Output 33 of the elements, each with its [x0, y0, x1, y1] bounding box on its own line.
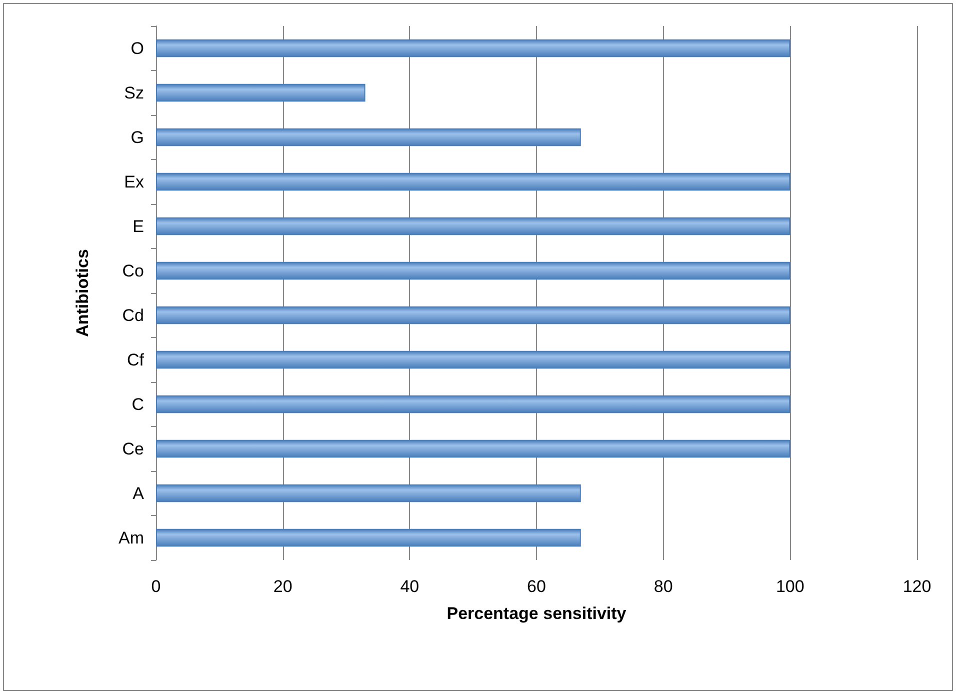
y-tick-label: G	[130, 128, 144, 147]
y-tick-label: A	[132, 484, 145, 503]
y-tick-label: Ce	[122, 439, 144, 458]
bar	[156, 306, 790, 324]
bar	[156, 528, 581, 547]
x-tick-label: 80	[654, 577, 673, 596]
bar	[156, 395, 790, 414]
y-tick-label: E	[132, 216, 144, 236]
bar	[156, 217, 790, 236]
y-tick-label: Cd	[122, 306, 144, 325]
y-tick-label: Am	[118, 528, 144, 548]
x-tick-label: 0	[151, 577, 161, 596]
x-axis-title: Percentage sensitivity	[446, 604, 627, 623]
bar	[156, 484, 581, 502]
y-tick-label: Sz	[124, 83, 144, 102]
y-tick-label: Ex	[124, 172, 144, 192]
bar	[156, 172, 790, 191]
bar	[156, 84, 366, 102]
y-axis-title: Antibiotics	[73, 249, 92, 337]
x-tick-label: 40	[400, 577, 420, 596]
bar	[156, 440, 790, 458]
x-tick-label: 100	[776, 577, 804, 596]
bar	[156, 128, 581, 146]
y-tick-label: O	[130, 38, 144, 58]
bar	[156, 350, 790, 369]
y-tick-label: Cf	[127, 350, 144, 370]
bar	[156, 39, 790, 58]
x-tick-label: 20	[273, 577, 292, 596]
y-tick-label: C	[132, 394, 144, 414]
x-tick-label: 120	[902, 577, 932, 596]
x-tick-label: 60	[527, 577, 546, 596]
bar	[156, 262, 790, 280]
y-tick-label: Co	[122, 261, 144, 280]
